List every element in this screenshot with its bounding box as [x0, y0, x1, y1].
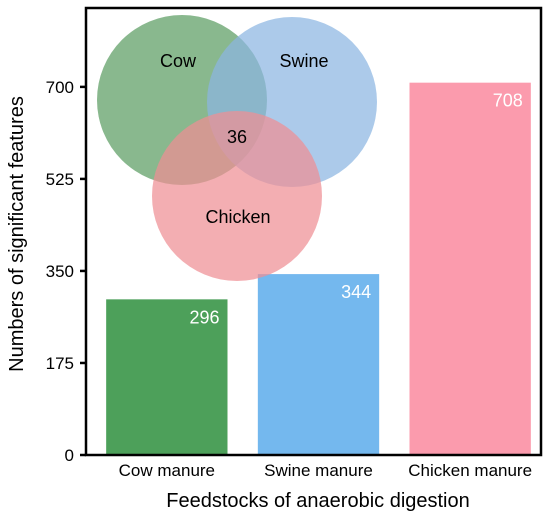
- bar-cow-manure: [106, 299, 228, 455]
- venn-label-swine: Swine: [279, 51, 328, 71]
- y-axis-label: Numbers of significant features: [6, 96, 28, 372]
- venn-label-chicken: Chicken: [205, 207, 270, 227]
- y-tick-label: 175: [46, 354, 74, 373]
- bar-value-label: 296: [189, 307, 219, 327]
- y-tick-label: 525: [46, 170, 74, 189]
- bar-swine-manure: [257, 274, 380, 455]
- y-tick-label: 700: [46, 78, 74, 97]
- bar-chicken-manure: [409, 82, 531, 455]
- x-tick-label: Swine manure: [264, 461, 373, 480]
- bar-value-label: 344: [341, 282, 371, 302]
- x-axis-label: Feedstocks of anaerobic digestion: [166, 490, 470, 512]
- y-tick-label: 0: [65, 446, 74, 465]
- bar-value-label: 708: [493, 91, 523, 111]
- venn-label-cow: Cow: [160, 51, 197, 71]
- x-tick-label: Cow manure: [119, 461, 215, 480]
- plot-frame: [84, 6, 543, 457]
- x-tick-label: Chicken manure: [408, 461, 532, 480]
- y-tick-label: 350: [46, 262, 74, 281]
- venn-center-value: 36: [227, 127, 247, 147]
- venn-circle-chicken: [152, 111, 322, 281]
